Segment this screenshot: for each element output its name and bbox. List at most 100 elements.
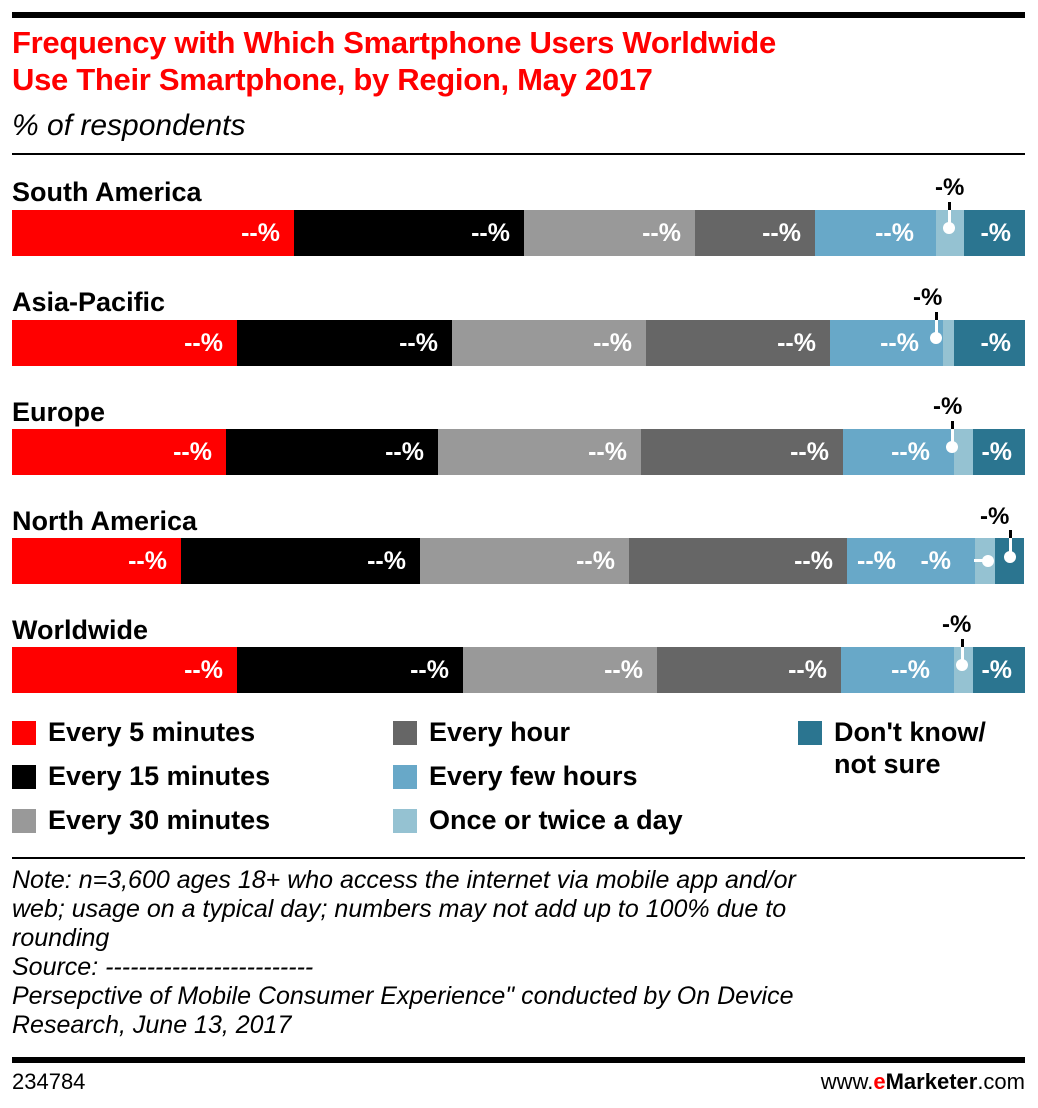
legend-item-once-or-twice-a-day: Once or twice a day <box>393 804 683 836</box>
legend-label: Every 15 minutes <box>48 761 271 791</box>
segment-every-5-minutes: --% <box>12 320 237 366</box>
value-label: --% <box>184 329 223 357</box>
legend-label: Once or twice a day <box>429 805 683 835</box>
callout-leader <box>935 320 938 336</box>
legend-item-every-15-minutes: Every 15 minutes <box>12 760 270 792</box>
title-line-1: Frequency with Which Smartphone Users Wo… <box>12 25 776 60</box>
callout-label-dont-know: -% <box>980 503 1010 530</box>
value-label: --% <box>642 219 681 247</box>
brand-link[interactable]: www.eMarketer.com <box>821 1068 1025 1096</box>
legend-item-every-30-minutes: Every 30 minutes <box>12 804 270 836</box>
callout-dot <box>1004 551 1016 563</box>
legend-swatch <box>12 809 36 833</box>
callout-leader <box>1009 530 1012 538</box>
value-label: --% <box>794 547 833 575</box>
segment-every-hour: --% <box>629 538 847 584</box>
bar-asia-pacific: --% --% --% --% --% -% <box>12 320 1025 366</box>
callout-leader <box>961 639 964 647</box>
segment-every-5-minutes: --% <box>12 429 226 475</box>
note-line: Note: n=3,600 ages 18+ who access the in… <box>12 866 796 894</box>
value-label: --% <box>777 329 816 357</box>
legend-item-every-5-minutes: Every 5 minutes <box>12 716 255 748</box>
segment-every-5-minutes: --% <box>12 538 181 584</box>
value-label: --% <box>790 438 829 466</box>
legend-label: Every hour <box>429 717 571 747</box>
segment-every-30-minutes: --% <box>452 320 646 366</box>
segment-every-15-minutes: --% <box>226 429 438 475</box>
top-rule <box>12 12 1025 18</box>
brand-prefix: www. <box>820 1069 874 1094</box>
note-line: web; usage on a typical day; numbers may… <box>12 895 787 923</box>
region-label-south-america: South America <box>12 177 202 207</box>
value-label: --% <box>173 438 212 466</box>
legend-swatch <box>393 809 417 833</box>
segment-every-few-hours: --% <box>830 320 943 366</box>
value-label: --% <box>128 547 167 575</box>
segment-every-few-hours: --% <box>841 647 954 693</box>
legend-label: Every few hours <box>429 761 638 791</box>
segment-every-30-minutes: --% <box>524 210 695 256</box>
value-label: --% <box>880 329 919 357</box>
segment-every-30-minutes: --% <box>463 647 657 693</box>
legend-item-every-few-hours: Every few hours <box>393 760 638 792</box>
value-label: --% <box>410 656 449 684</box>
brand-name: Marketer <box>885 1069 978 1094</box>
value-label: --% <box>184 656 223 684</box>
region-label-north-america: North America <box>12 506 198 536</box>
legend-swatch <box>393 721 417 745</box>
callout-leader <box>951 421 954 429</box>
bar-worldwide: --% --% --% --% --% -% <box>12 647 1025 693</box>
chart-subtitle: % of respondents <box>12 109 246 142</box>
legend-label-line-2: not sure <box>834 749 941 779</box>
source-line: Persepctive of Mobile Consumer Experienc… <box>12 982 794 1010</box>
notes: Note: n=3,600 ages 18+ who access the in… <box>12 866 1025 1040</box>
segment-every-few-hours: --% <box>843 429 954 475</box>
callout-leader <box>974 559 986 562</box>
value-label: -% <box>981 438 1012 466</box>
callout-leader <box>948 202 951 210</box>
legend-label-line-1: Don't know/ <box>834 717 986 747</box>
callout-leader <box>948 210 951 226</box>
legend-label: Every 5 minutes <box>48 717 256 747</box>
bar-north-america: --% --% --% --% --% -% <box>12 538 1025 584</box>
region-label-asia-pacific: Asia-Pacific <box>12 287 166 317</box>
brand-suffix: .com <box>977 1069 1025 1094</box>
legend-item-dont-know: Don't know/ not sure <box>798 716 986 780</box>
value-label: --% <box>399 329 438 357</box>
segment-every-15-minutes: --% <box>237 647 463 693</box>
value-label: -% <box>981 656 1012 684</box>
value-label: --% <box>604 656 643 684</box>
legend-item-every-hour: Every hour <box>393 716 570 748</box>
callout-label-once-or-twice: -% <box>920 547 951 575</box>
segment-once-or-twice-a-day <box>954 429 973 475</box>
value-label: --% <box>762 219 801 247</box>
legend-label: Don't know/ not sure <box>834 716 986 780</box>
header-divider <box>12 153 1025 155</box>
callout-label-once-or-twice: -% <box>942 611 972 638</box>
segment-every-30-minutes: --% <box>438 429 641 475</box>
bottom-rule <box>12 1057 1025 1063</box>
value-label: --% <box>593 329 632 357</box>
segment-every-hour: --% <box>695 210 815 256</box>
value-label: --% <box>241 219 280 247</box>
value-label: --% <box>875 219 914 247</box>
segment-every-15-minutes: --% <box>294 210 524 256</box>
title-line-2: Use Their Smartphone, by Region, May 201… <box>12 62 653 97</box>
notes-divider <box>12 857 1025 859</box>
callout-dot <box>982 555 994 567</box>
segment-every-30-minutes: --% <box>420 538 629 584</box>
callout-dot <box>930 332 942 344</box>
region-label-europe: Europe <box>12 397 106 427</box>
bar-south-america: --% --% --% --% --% -% <box>12 210 1025 256</box>
value-label: -% <box>980 219 1011 247</box>
segment-dont-know: -% <box>973 429 1025 475</box>
source-line: Research, June 13, 2017 <box>12 1011 292 1039</box>
value-label: -% <box>980 329 1011 357</box>
legend-swatch <box>798 721 822 745</box>
region-label-worldwide: Worldwide <box>12 615 149 645</box>
note-line: rounding <box>12 924 110 952</box>
segment-every-15-minutes: --% <box>181 538 420 584</box>
callout-leader <box>1009 538 1012 554</box>
value-label: --% <box>385 438 424 466</box>
value-label: --% <box>891 438 930 466</box>
